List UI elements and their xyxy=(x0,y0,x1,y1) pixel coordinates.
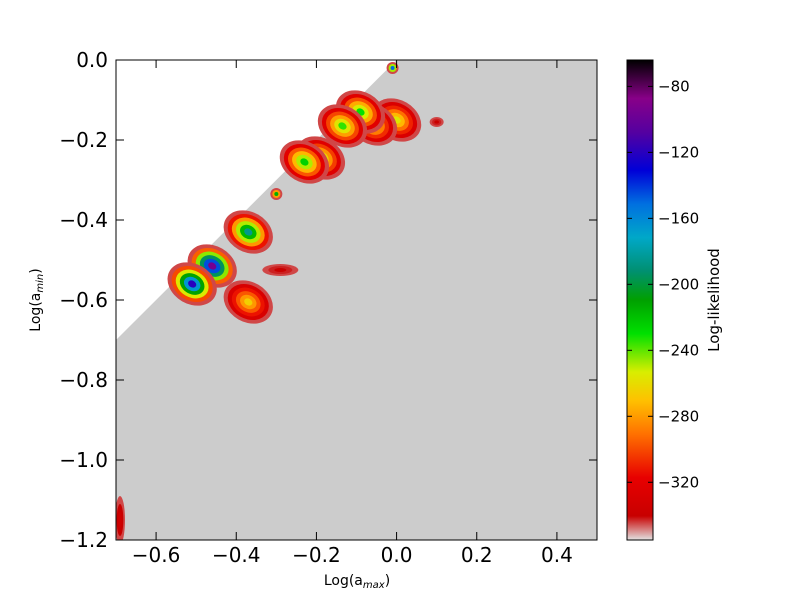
colorbar-ticks: −80 −120 −160 −200 −240 −280 −320 xyxy=(627,77,699,491)
valid-region xyxy=(116,60,597,540)
x-tick-label: −0.2 xyxy=(292,543,341,567)
y-tick-label: −0.2 xyxy=(59,128,108,152)
colorbar-tick-label: −80 xyxy=(658,77,690,95)
contour-level xyxy=(118,512,122,528)
x-tick-label: −0.4 xyxy=(212,543,261,567)
likelihood-region xyxy=(167,262,217,306)
y-tick-label: −1.0 xyxy=(59,448,108,472)
colorbar-tick-label: −160 xyxy=(658,209,699,227)
plot-area xyxy=(116,60,597,540)
x-tick-label: 0.0 xyxy=(381,543,413,567)
colorbar-tick-label: −280 xyxy=(658,407,699,425)
x-tick-label: −0.6 xyxy=(132,543,181,567)
contour-level xyxy=(274,268,287,272)
likelihood-region xyxy=(262,264,299,276)
colorbar-tick-label: −320 xyxy=(658,473,699,491)
y-tick-label: 0.0 xyxy=(76,48,108,72)
contour-level xyxy=(390,66,395,70)
contour-level xyxy=(244,228,253,236)
x-tick-label: 0.2 xyxy=(461,543,493,567)
y-tick-label: −0.4 xyxy=(59,208,108,232)
x-tick-label: 0.4 xyxy=(541,543,573,567)
likelihood-region xyxy=(223,210,273,254)
likelihood-regions xyxy=(116,62,444,540)
contour-level xyxy=(188,280,197,288)
contour-level xyxy=(274,192,279,196)
y-tick-label: −1.2 xyxy=(59,528,108,552)
y-axis: 0.0 −0.2 −0.4 −0.6 −0.8 −1.0 −1.2 xyxy=(59,48,597,552)
likelihood-region xyxy=(223,280,273,324)
likelihood-region xyxy=(116,496,126,540)
colorbar-tick-label: −240 xyxy=(658,341,699,359)
colorbar-tick-label: −200 xyxy=(658,275,699,293)
contour-level xyxy=(300,158,309,166)
colorbar: −80 −120 −160 −200 −240 −280 −320 Log-likeliho… xyxy=(626,59,723,541)
colorbar-gradient xyxy=(627,60,653,540)
contour-level xyxy=(338,122,347,130)
colorbar-frame xyxy=(626,59,654,541)
contour-level xyxy=(434,120,439,124)
contour-level xyxy=(208,262,217,270)
likelihood-region xyxy=(386,62,399,74)
likelihood-region xyxy=(279,140,330,184)
y-tick-label: −0.6 xyxy=(59,288,108,312)
contour-level xyxy=(244,298,253,306)
x-axis-label-sub: max xyxy=(363,580,385,591)
likelihood-region xyxy=(429,117,444,127)
x-axis: −0.6 −0.4 −0.2 0.0 0.2 0.4 xyxy=(132,60,573,567)
colorbar-tick-label: −120 xyxy=(658,143,699,161)
y-tick-label: −0.8 xyxy=(59,368,108,392)
colorbar-label: Log-likelihood xyxy=(705,248,723,352)
likelihood-region xyxy=(270,188,283,200)
y-axis-label: Log(amin) xyxy=(28,268,46,331)
y-axis-label-sub: min xyxy=(35,274,46,293)
likelihood-region xyxy=(317,104,368,148)
x-axis-label: Log(amax) xyxy=(324,573,390,591)
